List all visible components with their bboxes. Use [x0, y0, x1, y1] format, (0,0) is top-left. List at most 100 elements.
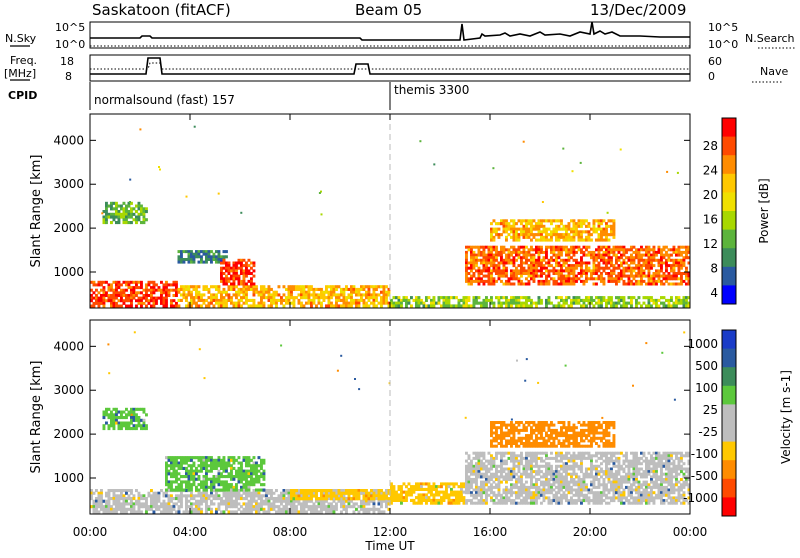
heatmap-cell	[373, 296, 376, 299]
heatmap-cell	[193, 456, 196, 459]
heatmap-cell	[568, 272, 571, 275]
heatmap-cell	[138, 502, 141, 505]
heatmap-cell	[128, 489, 131, 492]
heatmap-cell	[568, 222, 571, 225]
heatmap-cell	[553, 489, 556, 492]
heatmap-cell	[465, 262, 468, 265]
heatmap-cell	[515, 457, 518, 460]
heatmap-cell	[205, 470, 208, 473]
heatmap-cell	[213, 304, 216, 307]
heatmap-cell	[605, 475, 608, 478]
heatmap-cell	[335, 288, 338, 291]
heatmap-cell	[470, 267, 473, 270]
heatmap-cell	[213, 296, 216, 299]
heatmap-cell	[300, 494, 303, 497]
heatmap-cell	[380, 495, 383, 498]
heatmap-cell	[478, 277, 481, 280]
heatmap-cell	[525, 262, 528, 265]
heatmap-cell	[600, 280, 603, 283]
heatmap-cell	[220, 497, 223, 500]
heatmap-cell	[608, 462, 611, 465]
heatmap-cell	[93, 502, 96, 505]
heatmap-cell	[245, 502, 248, 505]
heatmap-cell	[128, 299, 131, 302]
heatmap-cell	[523, 283, 526, 286]
heatmap-cell	[378, 285, 381, 288]
heatmap-cell	[128, 294, 131, 297]
heatmap-cell	[513, 468, 516, 471]
heatmap-cell	[123, 221, 126, 224]
heatmap-cell	[590, 489, 593, 492]
heatmap-cell	[115, 502, 118, 505]
heatmap-cell	[225, 269, 228, 272]
heatmap-cell	[480, 251, 483, 254]
heatmap-cell	[243, 510, 246, 513]
heatmap-cell	[658, 304, 661, 307]
heatmap-cell	[575, 465, 578, 468]
heatmap-cell	[145, 305, 148, 308]
heatmap-cell	[273, 497, 276, 500]
heatmap-cell	[228, 285, 231, 288]
heatmap-cell	[575, 296, 578, 299]
heatmap-cell	[185, 472, 188, 475]
heatmap-cell	[680, 283, 683, 286]
heatmap-cell	[213, 464, 216, 467]
heatmap-cell	[265, 296, 268, 299]
heatmap-cell	[133, 416, 136, 419]
heatmap-cell	[175, 489, 178, 492]
heatmap-cell	[370, 302, 373, 305]
heatmap-cell	[383, 495, 386, 498]
heatmap-cell	[685, 256, 688, 259]
heatmap-cell	[118, 213, 121, 216]
heatmap-cell	[510, 277, 513, 280]
heatmap-cell	[520, 457, 523, 460]
heatmap-cell	[243, 302, 246, 305]
heatmap-cell	[225, 280, 228, 283]
heatmap-cell	[270, 293, 273, 296]
heatmap-cell	[613, 254, 616, 257]
heatmap-cell	[678, 264, 681, 267]
heatmap-cell	[495, 269, 498, 272]
heatmap-cell	[615, 283, 618, 286]
heatmap-cell	[538, 246, 541, 249]
heatmap-cell	[488, 489, 491, 492]
heatmap-cell	[163, 299, 166, 302]
heatmap-cell	[388, 291, 391, 294]
heatmap-cell	[378, 502, 381, 505]
heatmap-cell	[353, 505, 356, 508]
heatmap-cell	[648, 272, 651, 275]
heatmap-cell	[538, 256, 541, 259]
heatmap-cell	[93, 500, 96, 503]
heatmap-cell	[480, 280, 483, 283]
heatmap-cell	[120, 216, 123, 219]
heatmap-cell	[170, 456, 173, 459]
heatmap-cell	[345, 299, 348, 302]
heatmap-cell	[193, 464, 196, 467]
heatmap-cell	[525, 468, 528, 471]
heatmap-cell	[168, 505, 171, 508]
heatmap-cell	[118, 497, 121, 500]
heatmap-cell	[243, 277, 246, 280]
heatmap-cell	[315, 304, 318, 307]
heatmap-cell	[560, 460, 563, 463]
heatmap-cell	[588, 254, 591, 257]
heatmap-cell	[545, 481, 548, 484]
heatmap-cell	[225, 502, 228, 505]
heatmap-cell	[478, 272, 481, 275]
heatmap-cell	[128, 424, 131, 427]
heatmap-cell	[195, 505, 198, 508]
heatmap-cell	[485, 254, 488, 257]
heatmap-cell	[463, 499, 466, 502]
heatmap-cell	[518, 280, 521, 283]
heatmap-cell	[493, 499, 496, 502]
heatmap-cell	[580, 491, 583, 494]
heatmap-cell	[600, 239, 603, 242]
heatmap-cell	[278, 497, 281, 500]
heatmap-cell	[623, 299, 626, 302]
heatmap-cell	[565, 233, 568, 236]
heatmap-cell	[538, 470, 541, 473]
heatmap-cell	[460, 485, 463, 488]
heatmap-cell	[130, 299, 133, 302]
heatmap-cell	[653, 246, 656, 249]
heatmap-cell	[140, 221, 143, 224]
